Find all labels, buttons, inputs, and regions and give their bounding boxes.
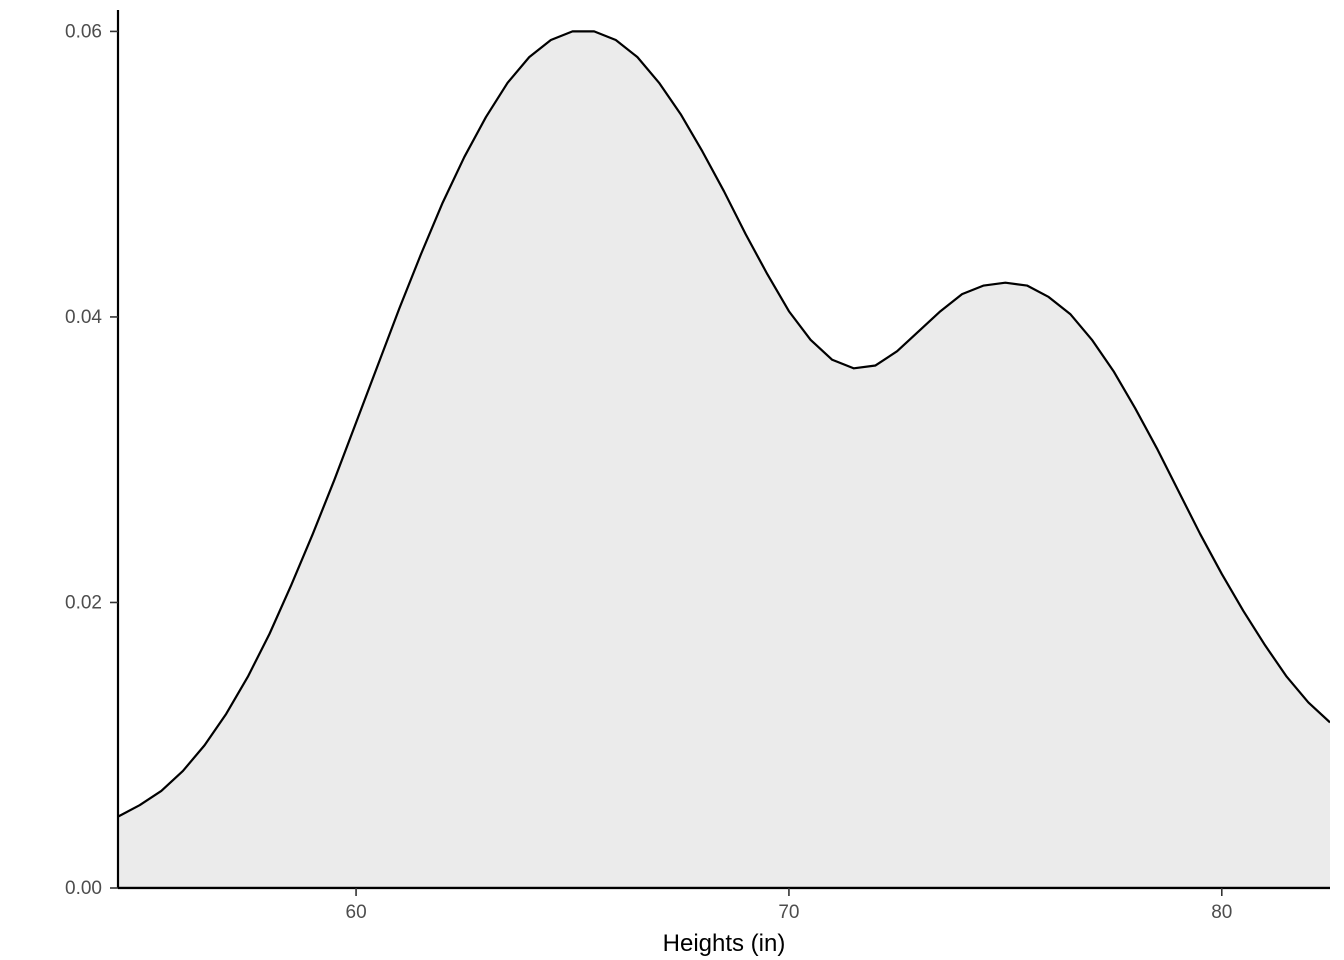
chart-svg: 60 70 80 0.00 0.02 0.04 0.06 Heights (in) <box>0 0 1344 960</box>
x-tick-label: 70 <box>778 902 799 923</box>
x-tick-label: 60 <box>346 902 367 923</box>
y-tick-label: 0.02 <box>65 592 102 613</box>
density-chart: 60 70 80 0.00 0.02 0.04 0.06 Heights (in) <box>0 0 1344 960</box>
y-tick-label: 0.06 <box>65 21 102 42</box>
y-tick-label: 0.00 <box>65 878 102 899</box>
y-tick-label: 0.04 <box>65 307 102 328</box>
x-tick-label: 80 <box>1211 902 1232 923</box>
x-axis-title: Heights (in) <box>663 930 786 957</box>
